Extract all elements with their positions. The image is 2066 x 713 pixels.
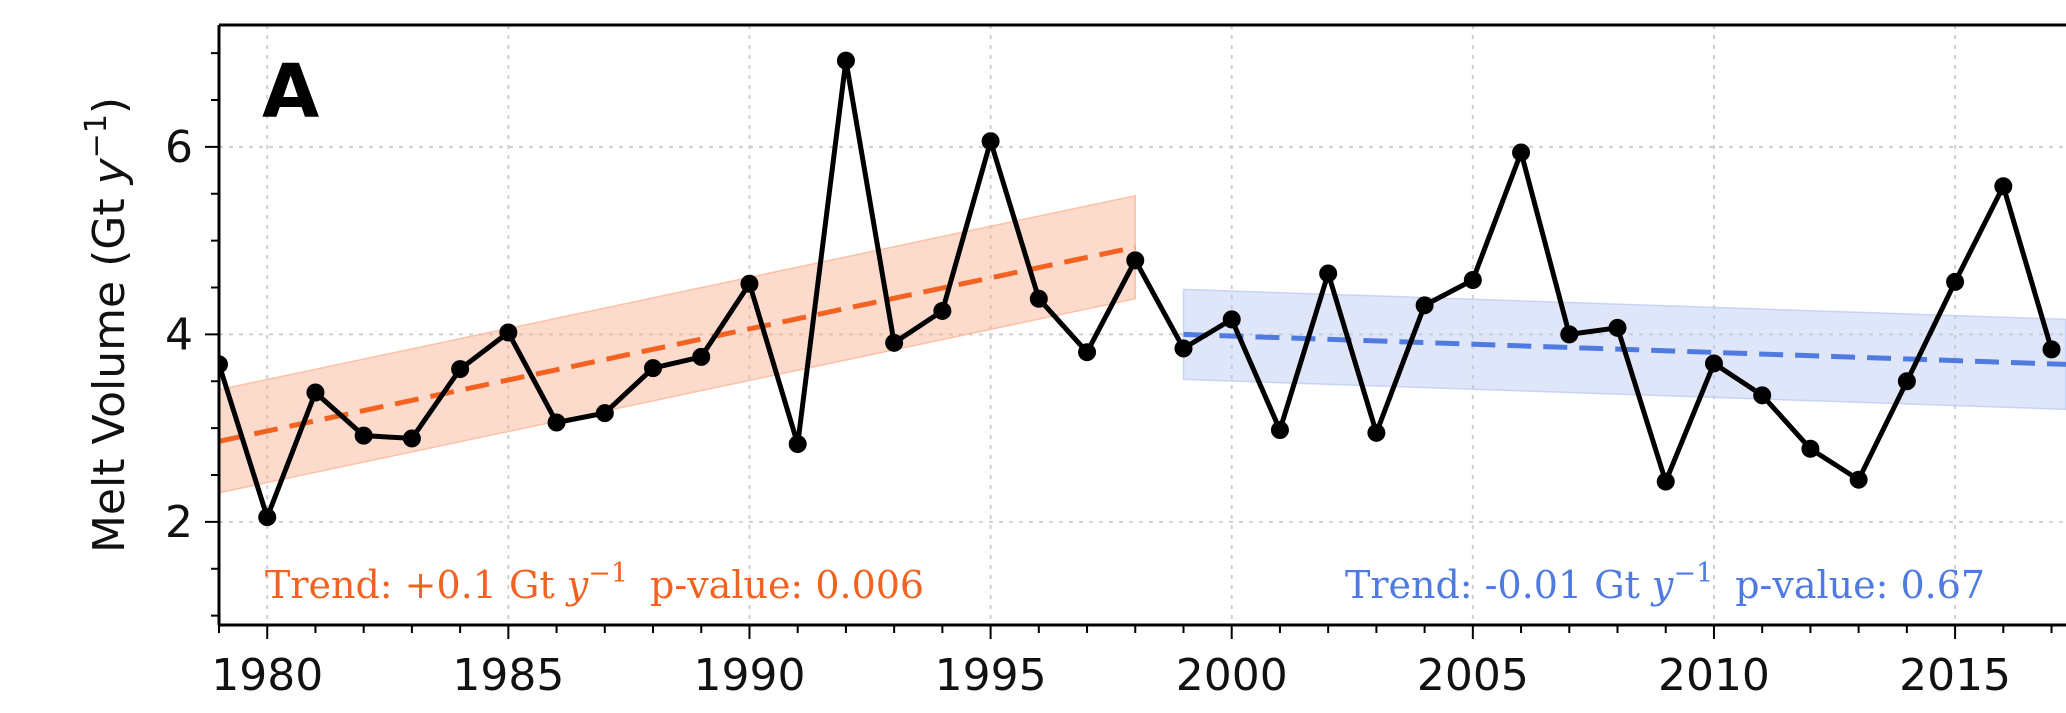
data-point bbox=[933, 301, 952, 320]
data-point bbox=[1608, 318, 1627, 337]
data-point bbox=[2042, 340, 2061, 359]
data-point bbox=[1270, 421, 1289, 439]
data-point bbox=[354, 426, 373, 445]
data-point bbox=[1801, 439, 1820, 458]
y-axis-label: Melt Volume (Gt y−1) bbox=[79, 97, 135, 553]
trend-line-1 bbox=[219, 244, 1136, 444]
data-point bbox=[595, 404, 614, 423]
data-point bbox=[1897, 372, 1916, 391]
data-point bbox=[981, 132, 1000, 151]
data-point bbox=[1415, 296, 1434, 315]
y-tick-label: 6 bbox=[165, 122, 193, 173]
data-point bbox=[1994, 177, 2013, 196]
data-point bbox=[692, 347, 711, 366]
data-point bbox=[1753, 386, 1772, 405]
x-tick-label: 2010 bbox=[1658, 650, 1770, 701]
data-point bbox=[1463, 271, 1482, 289]
x-tick-label: 1980 bbox=[211, 650, 323, 701]
data-point bbox=[402, 429, 421, 448]
data-point bbox=[547, 413, 566, 432]
panel-label: A bbox=[262, 49, 319, 135]
y-tick-label: 4 bbox=[165, 309, 193, 360]
trend-annotation-1: Trend: +0.1 Gt y−1 p-value: 0.006 bbox=[265, 558, 924, 607]
data-point bbox=[1946, 272, 1965, 291]
data-point bbox=[1126, 251, 1145, 270]
data-point bbox=[1319, 264, 1338, 283]
data-point bbox=[219, 355, 228, 374]
data-point bbox=[451, 360, 470, 379]
trend-annotation-2: Trend: -0.01 Gt y−1 p-value: 0.67 bbox=[1345, 558, 1985, 607]
axis-ticks bbox=[205, 52, 2053, 639]
data-point bbox=[1222, 310, 1241, 329]
x-tick-label: 1985 bbox=[452, 650, 564, 701]
x-tick-label: 2005 bbox=[1417, 650, 1529, 701]
x-tick-label: 2000 bbox=[1176, 650, 1288, 701]
series-points bbox=[219, 51, 2061, 527]
data-point bbox=[885, 333, 904, 352]
data-point bbox=[306, 383, 325, 402]
data-point bbox=[1704, 354, 1723, 373]
data-point bbox=[1849, 470, 1868, 489]
data-point bbox=[836, 51, 855, 70]
data-point bbox=[499, 323, 518, 342]
x-tick-label: 1990 bbox=[693, 650, 805, 701]
data-point bbox=[644, 359, 663, 378]
data-point bbox=[788, 435, 807, 454]
data-point bbox=[1029, 289, 1048, 308]
y-tick-label: 2 bbox=[165, 497, 193, 548]
data-point bbox=[1367, 423, 1386, 442]
tick-labels: 1980 1985 1990 1995 2000 2005 2010 2015 2 4 6 bbox=[165, 122, 2011, 701]
axes bbox=[217, 23, 2066, 627]
data-point bbox=[258, 508, 277, 527]
x-tick-label: 1995 bbox=[935, 650, 1047, 701]
data-point bbox=[740, 274, 759, 293]
data-point bbox=[1560, 325, 1579, 344]
x-tick-label: 2015 bbox=[1899, 650, 2011, 701]
data-point bbox=[1656, 472, 1675, 491]
data-point bbox=[1078, 343, 1097, 362]
data-point bbox=[1174, 339, 1193, 358]
data-point bbox=[1512, 143, 1531, 162]
